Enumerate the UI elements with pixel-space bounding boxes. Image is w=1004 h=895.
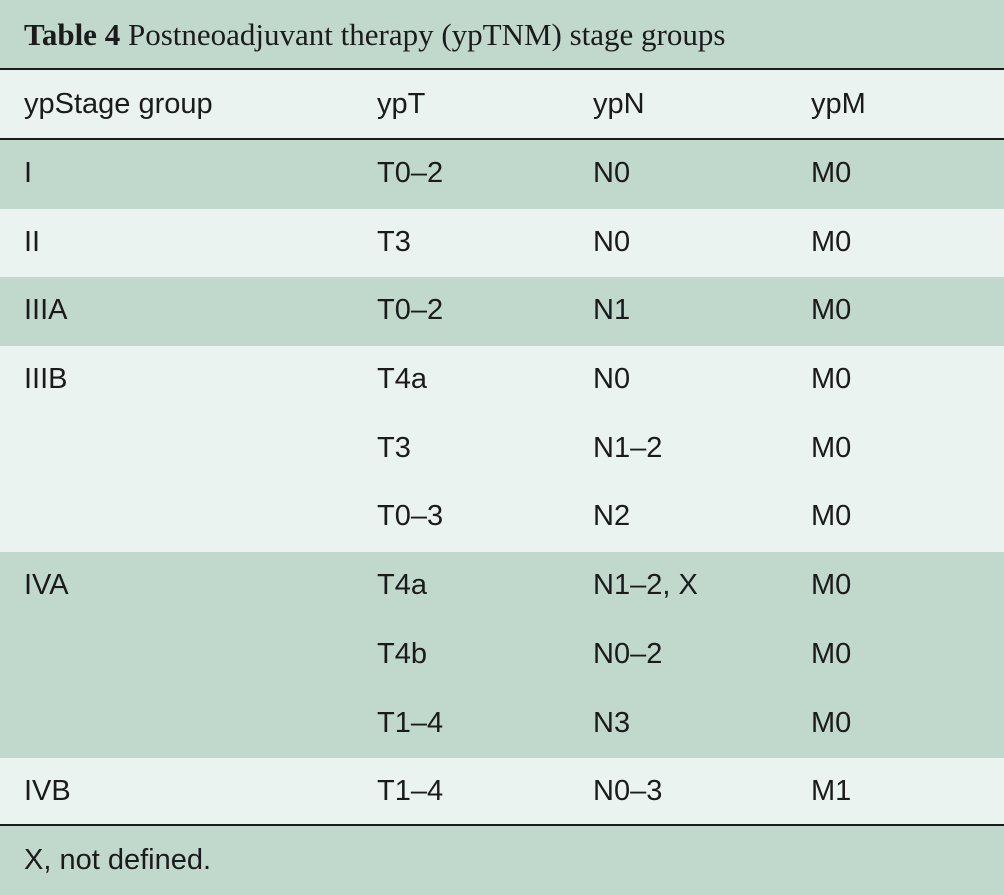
ypm-cell: M0 bbox=[811, 157, 852, 189]
table-row: IVA T4a N1–2, X M0 bbox=[0, 552, 1004, 621]
stage-group-block: IVB T1–4 N0–3 M1 bbox=[0, 758, 1004, 827]
ypt-cell: T0–2 bbox=[377, 294, 444, 327]
table-caption: Table 4 Postneoadjuvant therapy (ypTNM) … bbox=[0, 0, 1004, 69]
stage-cell: IVA bbox=[24, 569, 69, 602]
table-row: IIIA T0–2 N1 M0 bbox=[0, 277, 1004, 346]
ypn-cell: N0 bbox=[593, 363, 631, 396]
top-rule bbox=[0, 68, 1004, 70]
stage-group-block: IIIA T0–2 N1 M0 bbox=[0, 277, 1004, 347]
table-body: I T0–2 N0 M0 II T3 N0 M0 IIIA T0–2 N1 M0 IIIB T4a N0 M0… bbox=[0, 140, 1004, 827]
stage-group-block: IVA T4a N1–2, X M0 T4b N0–2 M0 T1–4 N3 M0 bbox=[0, 552, 1004, 759]
ypn-cell: N1–2 bbox=[593, 431, 663, 464]
ypm-cell: M0 bbox=[811, 363, 852, 396]
ypm-cell: M0 bbox=[811, 706, 852, 739]
ypm-cell: M0 bbox=[811, 294, 852, 327]
ypt-cell: T1–4 bbox=[377, 706, 444, 739]
header-ypn: ypN bbox=[593, 88, 645, 120]
table-row: II T3 N0 M0 bbox=[0, 209, 1004, 278]
ypn-cell: N1–2, X bbox=[593, 569, 698, 602]
stage-cell: IIIA bbox=[24, 294, 68, 327]
table-row: T4b N0–2 M0 bbox=[0, 621, 1004, 690]
table-footnote: X, not defined. bbox=[0, 826, 1004, 895]
header-stage-group: ypStage group bbox=[24, 88, 213, 120]
stage-cell: IVB bbox=[24, 775, 71, 808]
ypt-cell: T0–2 bbox=[377, 157, 444, 189]
table-title: Postneoadjuvant therapy (ypTNM) stage gr… bbox=[127, 17, 726, 52]
ypn-cell: N0–3 bbox=[593, 775, 663, 808]
header-ypt: ypT bbox=[377, 88, 426, 120]
ypt-cell: T3 bbox=[377, 431, 411, 464]
ypn-cell: N0 bbox=[593, 157, 631, 189]
bottom-rule bbox=[0, 824, 1004, 826]
stage-cell: II bbox=[24, 225, 41, 258]
ypn-cell: N0–2 bbox=[593, 637, 663, 670]
ypt-cell: T0–3 bbox=[377, 500, 444, 533]
header-ypm: ypM bbox=[811, 88, 866, 120]
ypn-cell: N1 bbox=[593, 294, 631, 327]
table-label: Table 4 bbox=[24, 17, 121, 52]
table-row: I T0–2 N0 M0 bbox=[0, 140, 1004, 209]
ypn-cell: N2 bbox=[593, 500, 631, 533]
header-rule bbox=[0, 138, 1004, 140]
table-row: IVB T1–4 N0–3 M1 bbox=[0, 758, 1004, 827]
ypt-cell: T4a bbox=[377, 363, 427, 396]
stage-cell: I bbox=[24, 157, 33, 189]
ypm-cell: M0 bbox=[811, 500, 852, 533]
stage-cell: IIIB bbox=[24, 363, 68, 396]
ypt-cell: T3 bbox=[377, 225, 411, 258]
table-row: T0–3 N2 M0 bbox=[0, 483, 1004, 552]
table-row: T1–4 N3 M0 bbox=[0, 690, 1004, 759]
ypm-cell: M0 bbox=[811, 569, 852, 602]
ypn-cell: N0 bbox=[593, 225, 631, 258]
ypm-cell: M0 bbox=[811, 637, 852, 670]
table-header-row: ypStage group ypT ypN ypM bbox=[0, 70, 1004, 138]
table-row: T3 N1–2 M0 bbox=[0, 415, 1004, 484]
ypm-cell: M0 bbox=[811, 431, 852, 464]
table-row: IIIB T4a N0 M0 bbox=[0, 346, 1004, 415]
ypt-cell: T1–4 bbox=[377, 775, 444, 808]
ypt-cell: T4b bbox=[377, 637, 427, 670]
ypn-cell: N3 bbox=[593, 706, 631, 739]
ypt-cell: T4a bbox=[377, 569, 427, 602]
ypm-cell: M0 bbox=[811, 225, 852, 258]
stage-group-block: IIIB T4a N0 M0 T3 N1–2 M0 T0–3 N2 M0 bbox=[0, 346, 1004, 553]
stage-group-block: I T0–2 N0 M0 bbox=[0, 140, 1004, 209]
stage-group-block: II T3 N0 M0 bbox=[0, 208, 1004, 278]
ypm-cell: M1 bbox=[811, 775, 852, 808]
